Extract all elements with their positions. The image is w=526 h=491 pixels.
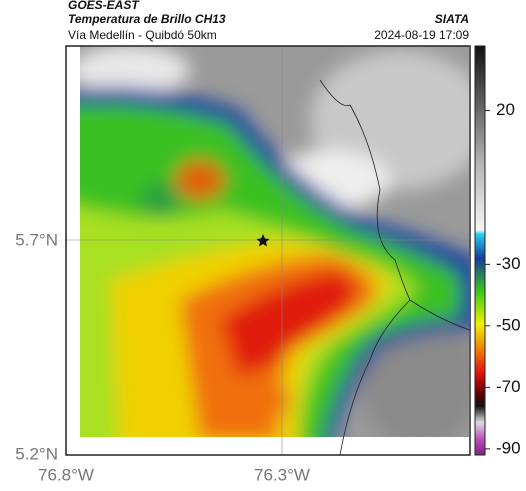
lon-label: 76.3°W [254, 465, 310, 484]
title: Temperatura de Brillo CH13 [68, 12, 226, 26]
colorbar-tick-label: -70 [496, 377, 521, 396]
colorbar-tick-label: -30 [496, 254, 521, 273]
timestamp: 2024-08-19 17:09 [374, 28, 469, 42]
colorbar [474, 45, 486, 456]
coastline [319, 79, 471, 456]
colorbar-tick-label: -50 [496, 315, 521, 334]
satellite-image [80, 46, 469, 437]
location-marker [256, 234, 270, 247]
lat-label: 5.2°N [15, 444, 58, 463]
lon-label: 76.8°W [38, 465, 94, 484]
colorbar-tick-label: 20 [496, 100, 515, 119]
subtitle: Vía Medellín - Quibdó 50km [68, 28, 217, 42]
source: SIATA [435, 12, 469, 26]
map-frame [65, 45, 471, 456]
satellite: GOES-EAST [68, 0, 140, 12]
lat-label: 5.7°N [15, 230, 58, 249]
colorbar-tick-label: -90 [496, 438, 521, 457]
